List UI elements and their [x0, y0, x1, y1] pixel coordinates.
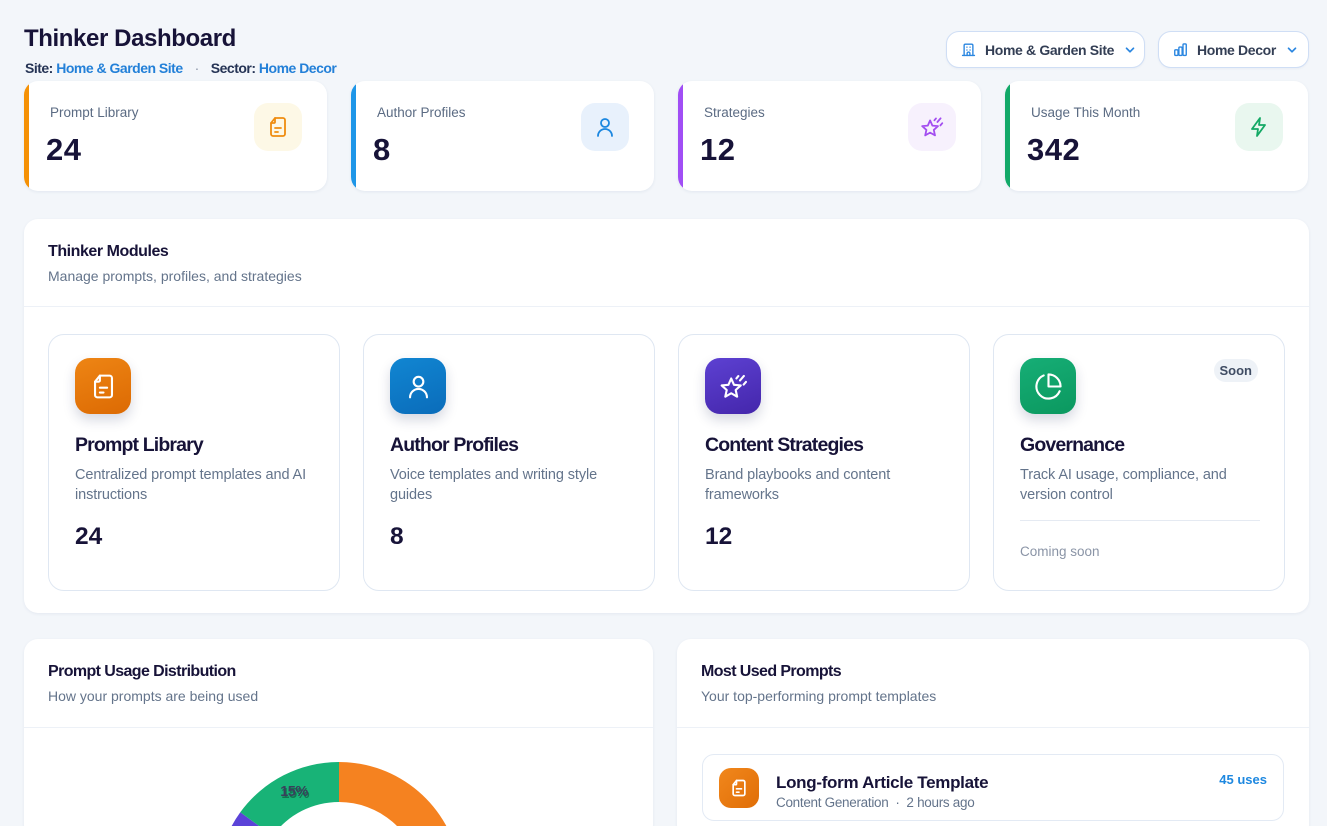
- svg-text:15%: 15%: [280, 784, 308, 800]
- svg-text:15%: 15%: [281, 786, 309, 802]
